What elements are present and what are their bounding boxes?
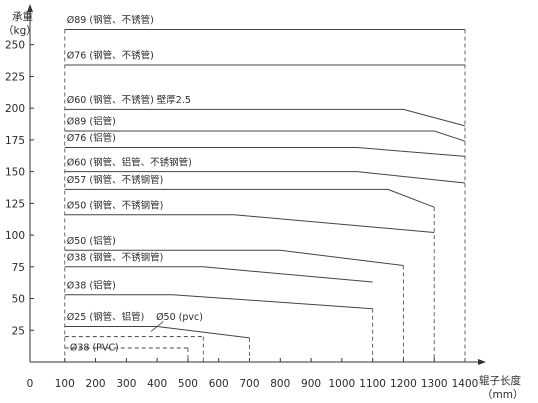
series-lines: [64, 29, 466, 349]
x-tick-label: 100: [55, 378, 75, 390]
series-line: [64, 171, 466, 184]
x-tick-label: 700: [239, 378, 259, 390]
x-tick-label: 900: [301, 378, 321, 390]
series-label: Ø57 (钢管、不锈钢管): [67, 174, 163, 186]
series-line: [64, 188, 435, 208]
series-line: [64, 266, 373, 283]
x-ticks: 0 100 200 300 400 500 600 700 800 900 1000 1100 1200…: [27, 358, 479, 390]
series-label: Ø76 (铝管): [67, 132, 116, 144]
series-label: Ø60 (钢管、铝管、不锈钢管): [67, 156, 192, 168]
series-label: Ø50 (pvc): [156, 312, 203, 323]
x-tick-label: 200: [86, 378, 106, 390]
series-label: Ø89 (钢管、不锈管): [67, 14, 154, 26]
x-tick-label: 1100: [359, 378, 386, 390]
series-line: [64, 214, 435, 233]
x-axis-title: 辊子长度: [479, 374, 521, 387]
y-tick-label: 75: [12, 262, 25, 274]
x-axis-unit: （mm）: [482, 389, 523, 401]
x-tick-label: 400: [147, 378, 167, 390]
x-tick-label: 300: [116, 378, 136, 390]
y-tick-label: 25: [12, 325, 25, 337]
x-tick-label: 1000: [328, 378, 355, 390]
series-label: Ø50 (钢管、不锈钢管): [67, 199, 163, 211]
y-tick-label: 225: [5, 71, 25, 83]
y-axis-unit: （kg）: [3, 25, 37, 37]
x-tick-label: 600: [209, 378, 229, 390]
dashed-drops: [64, 29, 466, 362]
series-label: Ø38 (钢管、不锈钢管): [67, 251, 163, 263]
series-line: [64, 294, 373, 310]
series-line: [64, 249, 404, 266]
x-tick-label: 1400: [452, 378, 479, 390]
series-label: Ø38 (铝管): [67, 279, 116, 291]
x-tick-label: 1300: [421, 378, 448, 390]
series-line: [64, 130, 466, 142]
series-label: Ø38 (PVC): [70, 343, 119, 354]
series-label: Ø50 (铝管): [67, 235, 116, 247]
x-tick-label: 500: [178, 378, 198, 390]
x-tick-label: 800: [270, 378, 290, 390]
y-ticks: 25 50 75 100 125 150 175 200 225 250: [5, 40, 34, 337]
y-tick-label: 125: [5, 198, 25, 210]
y-tick-label: 100: [5, 230, 25, 242]
series-line: [64, 108, 466, 127]
y-tick-label: 50: [12, 294, 25, 306]
y-axis-title: 承重: [12, 10, 33, 23]
series-label: Ø76 (钢管、不锈管): [67, 50, 154, 62]
x-tick-label: 0: [27, 378, 34, 390]
y-tick-label: 250: [5, 40, 25, 52]
series-label: Ø89 (铝管): [67, 116, 116, 128]
y-tick-label: 150: [5, 167, 25, 179]
series-labels: Ø89 (钢管、不锈管) Ø76 (钢管、不锈管) Ø60 (钢管、不锈管) 壁厚2…: [67, 14, 203, 353]
series-line: [64, 147, 466, 157]
y-tick-label: 200: [5, 103, 25, 115]
pvc-label-leader: [150, 321, 164, 332]
series-label: Ø25 (钢管、铝管): [67, 311, 144, 323]
y-tick-label: 175: [5, 135, 25, 147]
series-label: Ø60 (钢管、不锈管) 壁厚2.5: [67, 94, 191, 106]
x-tick-label: 1200: [390, 378, 417, 390]
